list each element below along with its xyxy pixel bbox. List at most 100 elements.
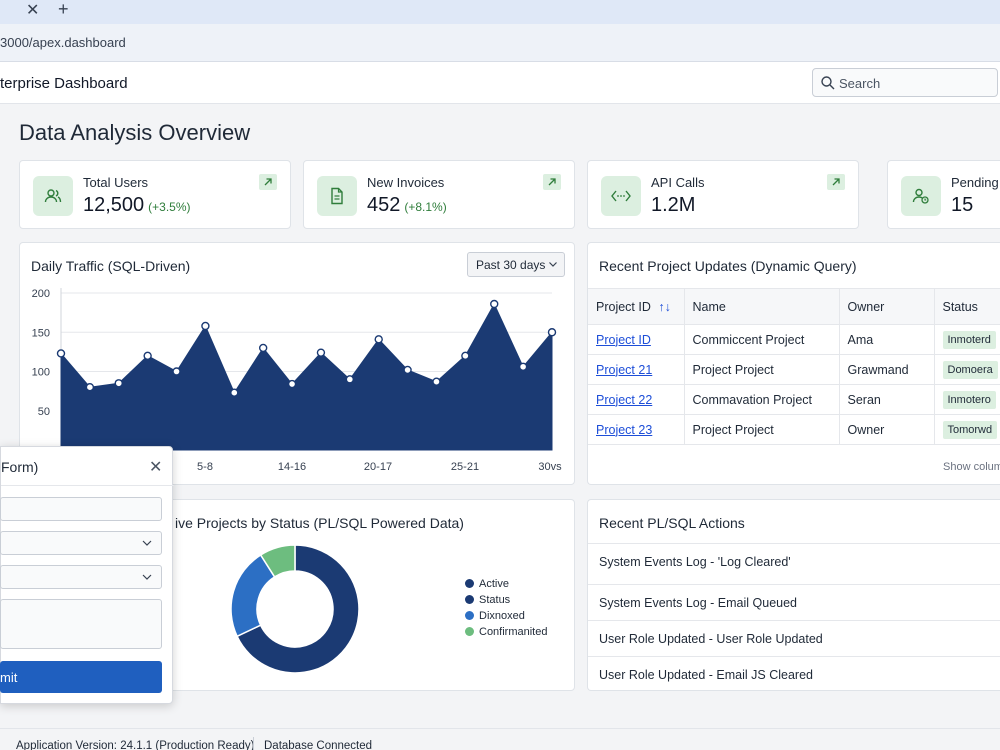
- project-name: Project Project: [684, 414, 840, 445]
- projects-table: Project ID ↑↓ Name Owner Status Project …: [588, 288, 1000, 445]
- panel-title: Recent Project Updates (Dynamic Query): [599, 258, 857, 274]
- project-link[interactable]: Project 23: [596, 422, 653, 437]
- submit-button[interactable]: mit: [0, 661, 162, 693]
- kpi-card-total-users[interactable]: Total Users 12,500 (+3.5%): [19, 160, 291, 229]
- list-item[interactable]: System Events Log - 'Log Cleared': [588, 543, 1000, 579]
- x-tick-label: 25-21: [451, 461, 479, 473]
- traffic-area: [60, 302, 553, 451]
- browser-tab-bar: ✕ +: [0, 0, 1000, 24]
- trend-up-icon[interactable]: [827, 174, 845, 190]
- trend-up-icon[interactable]: [259, 174, 277, 190]
- status-badge: Inmoterd: [942, 330, 996, 349]
- project-owner: Ama: [839, 324, 935, 355]
- x-tick-label: 5-8: [197, 461, 213, 473]
- kpi-card-api-calls[interactable]: API Calls 1.2M: [587, 160, 859, 229]
- address-bar[interactable]: 3000/apex.dashboard: [0, 24, 1000, 62]
- divider: [1, 485, 174, 486]
- tab-close-icon[interactable]: ✕: [26, 2, 40, 19]
- data-point: [547, 328, 557, 337]
- data-point: [230, 388, 239, 397]
- data-point: [56, 349, 66, 358]
- y-tick-label: 150: [32, 327, 50, 339]
- data-point: [345, 375, 355, 384]
- plsql-actions-panel: Recent PL/SQL Actions System Events Log …: [587, 499, 1000, 691]
- legend-item-confirmanited: Confirmanited: [465, 626, 547, 638]
- chevron-down-icon: [549, 262, 557, 267]
- project-link[interactable]: Project 22: [596, 392, 653, 407]
- app-header: terprise Dashboard: [0, 62, 1000, 104]
- kpi-label: Total Users: [83, 175, 149, 190]
- donut-slice: [259, 544, 296, 578]
- search-icon: [821, 76, 835, 90]
- form-modal: Form) ✕ mit: [0, 446, 174, 704]
- page-title: Data Analysis Overview: [19, 120, 251, 145]
- show-columns-link[interactable]: Show colum: [943, 461, 1000, 473]
- project-owner: Owner: [839, 414, 935, 445]
- kpi-change: (+8.1%): [404, 200, 447, 214]
- daily-traffic-panel: Daily Traffic (SQL-Driven) Past 30 days …: [19, 242, 575, 485]
- kpi-value: 15: [951, 194, 974, 216]
- legend-item-dixnoxed: Dixnoxed: [465, 610, 525, 622]
- date-range-dropdown[interactable]: Past 30 days: [467, 252, 565, 277]
- address-url[interactable]: 3000/apex.dashboard: [0, 35, 126, 50]
- text-field[interactable]: [0, 497, 162, 521]
- list-item[interactable]: User Role Updated - Email JS Cleared: [588, 656, 1000, 690]
- legend-swatch: [465, 627, 474, 636]
- close-icon[interactable]: ✕: [149, 459, 163, 476]
- table-row: Project 22 Commavation Project Seran Inm…: [588, 384, 1000, 415]
- kpi-value: 1.2M: [651, 194, 696, 216]
- search-input[interactable]: [839, 73, 989, 93]
- project-link[interactable]: Project ID: [596, 332, 651, 347]
- project-owner: Seran: [839, 384, 935, 415]
- kpi-card-pending[interactable]: Pending A 15: [887, 160, 1000, 229]
- column-header-status[interactable]: Status: [934, 288, 1000, 325]
- legend-swatch: [465, 611, 474, 620]
- column-header-name[interactable]: Name: [684, 288, 840, 325]
- column-header-project-id[interactable]: Project ID ↑↓: [588, 288, 685, 325]
- data-point: [287, 379, 297, 389]
- user-clock-icon: [901, 176, 941, 216]
- chevron-down-icon: [142, 540, 152, 546]
- status-badge: Inmotero: [942, 390, 996, 409]
- data-point: [316, 348, 326, 357]
- app-title: terprise Dashboard: [0, 75, 128, 92]
- trend-up-icon[interactable]: [543, 174, 561, 190]
- legend-swatch: [465, 579, 474, 588]
- sort-icon[interactable]: ↑↓: [658, 299, 671, 314]
- kpi-card-new-invoices[interactable]: New Invoices 452 (+8.1%): [303, 160, 575, 229]
- x-tick-label: 30vs: [538, 461, 562, 473]
- new-tab-icon[interactable]: +: [58, 0, 69, 19]
- project-owner: Grawmand: [839, 354, 935, 385]
- users-icon: [33, 176, 73, 216]
- select-field[interactable]: [0, 565, 162, 589]
- search-box[interactable]: [812, 68, 998, 97]
- textarea-field[interactable]: [0, 599, 162, 649]
- data-point: [403, 365, 412, 375]
- project-link[interactable]: Project 21: [596, 362, 653, 377]
- x-tick-label: 20-17: [364, 461, 392, 473]
- kpi-value: 452 (+8.1%): [367, 194, 447, 216]
- modal-title: Form): [1, 459, 39, 475]
- data-point: [258, 343, 268, 353]
- project-name: Commiccent Project: [684, 324, 840, 355]
- list-item[interactable]: User Role Updated - User Role Updated: [588, 620, 1000, 656]
- db-status: Database Connected: [264, 740, 373, 750]
- column-header-owner[interactable]: Owner: [839, 288, 935, 325]
- kpi-value: 12,500 (+3.5%): [83, 194, 191, 216]
- traffic-area-chart: 200 150 100 50 5-8 14-16 20-17 25-21 30vs: [32, 288, 562, 473]
- project-updates-panel: Recent Project Updates (Dynamic Query) P…: [587, 242, 1000, 485]
- data-point: [201, 321, 210, 331]
- status-donut-chart: [230, 544, 360, 674]
- chevron-down-icon: [142, 574, 152, 580]
- app-version: Application Version: 24.1.1 (Production …: [16, 740, 255, 750]
- data-point: [490, 299, 499, 309]
- list-item[interactable]: System Events Log - Email Queued: [588, 584, 1000, 620]
- select-field[interactable]: [0, 531, 162, 555]
- data-point: [143, 351, 152, 361]
- y-tick-label: 50: [38, 406, 50, 418]
- table-row: Project ID Commiccent Project Ama Inmote…: [588, 324, 1000, 355]
- data-point: [114, 379, 123, 388]
- table-row: Project 21 Project Project Grawmand Domo…: [588, 354, 1000, 385]
- kpi-label: API Calls: [651, 175, 705, 190]
- legend-swatch: [465, 595, 474, 604]
